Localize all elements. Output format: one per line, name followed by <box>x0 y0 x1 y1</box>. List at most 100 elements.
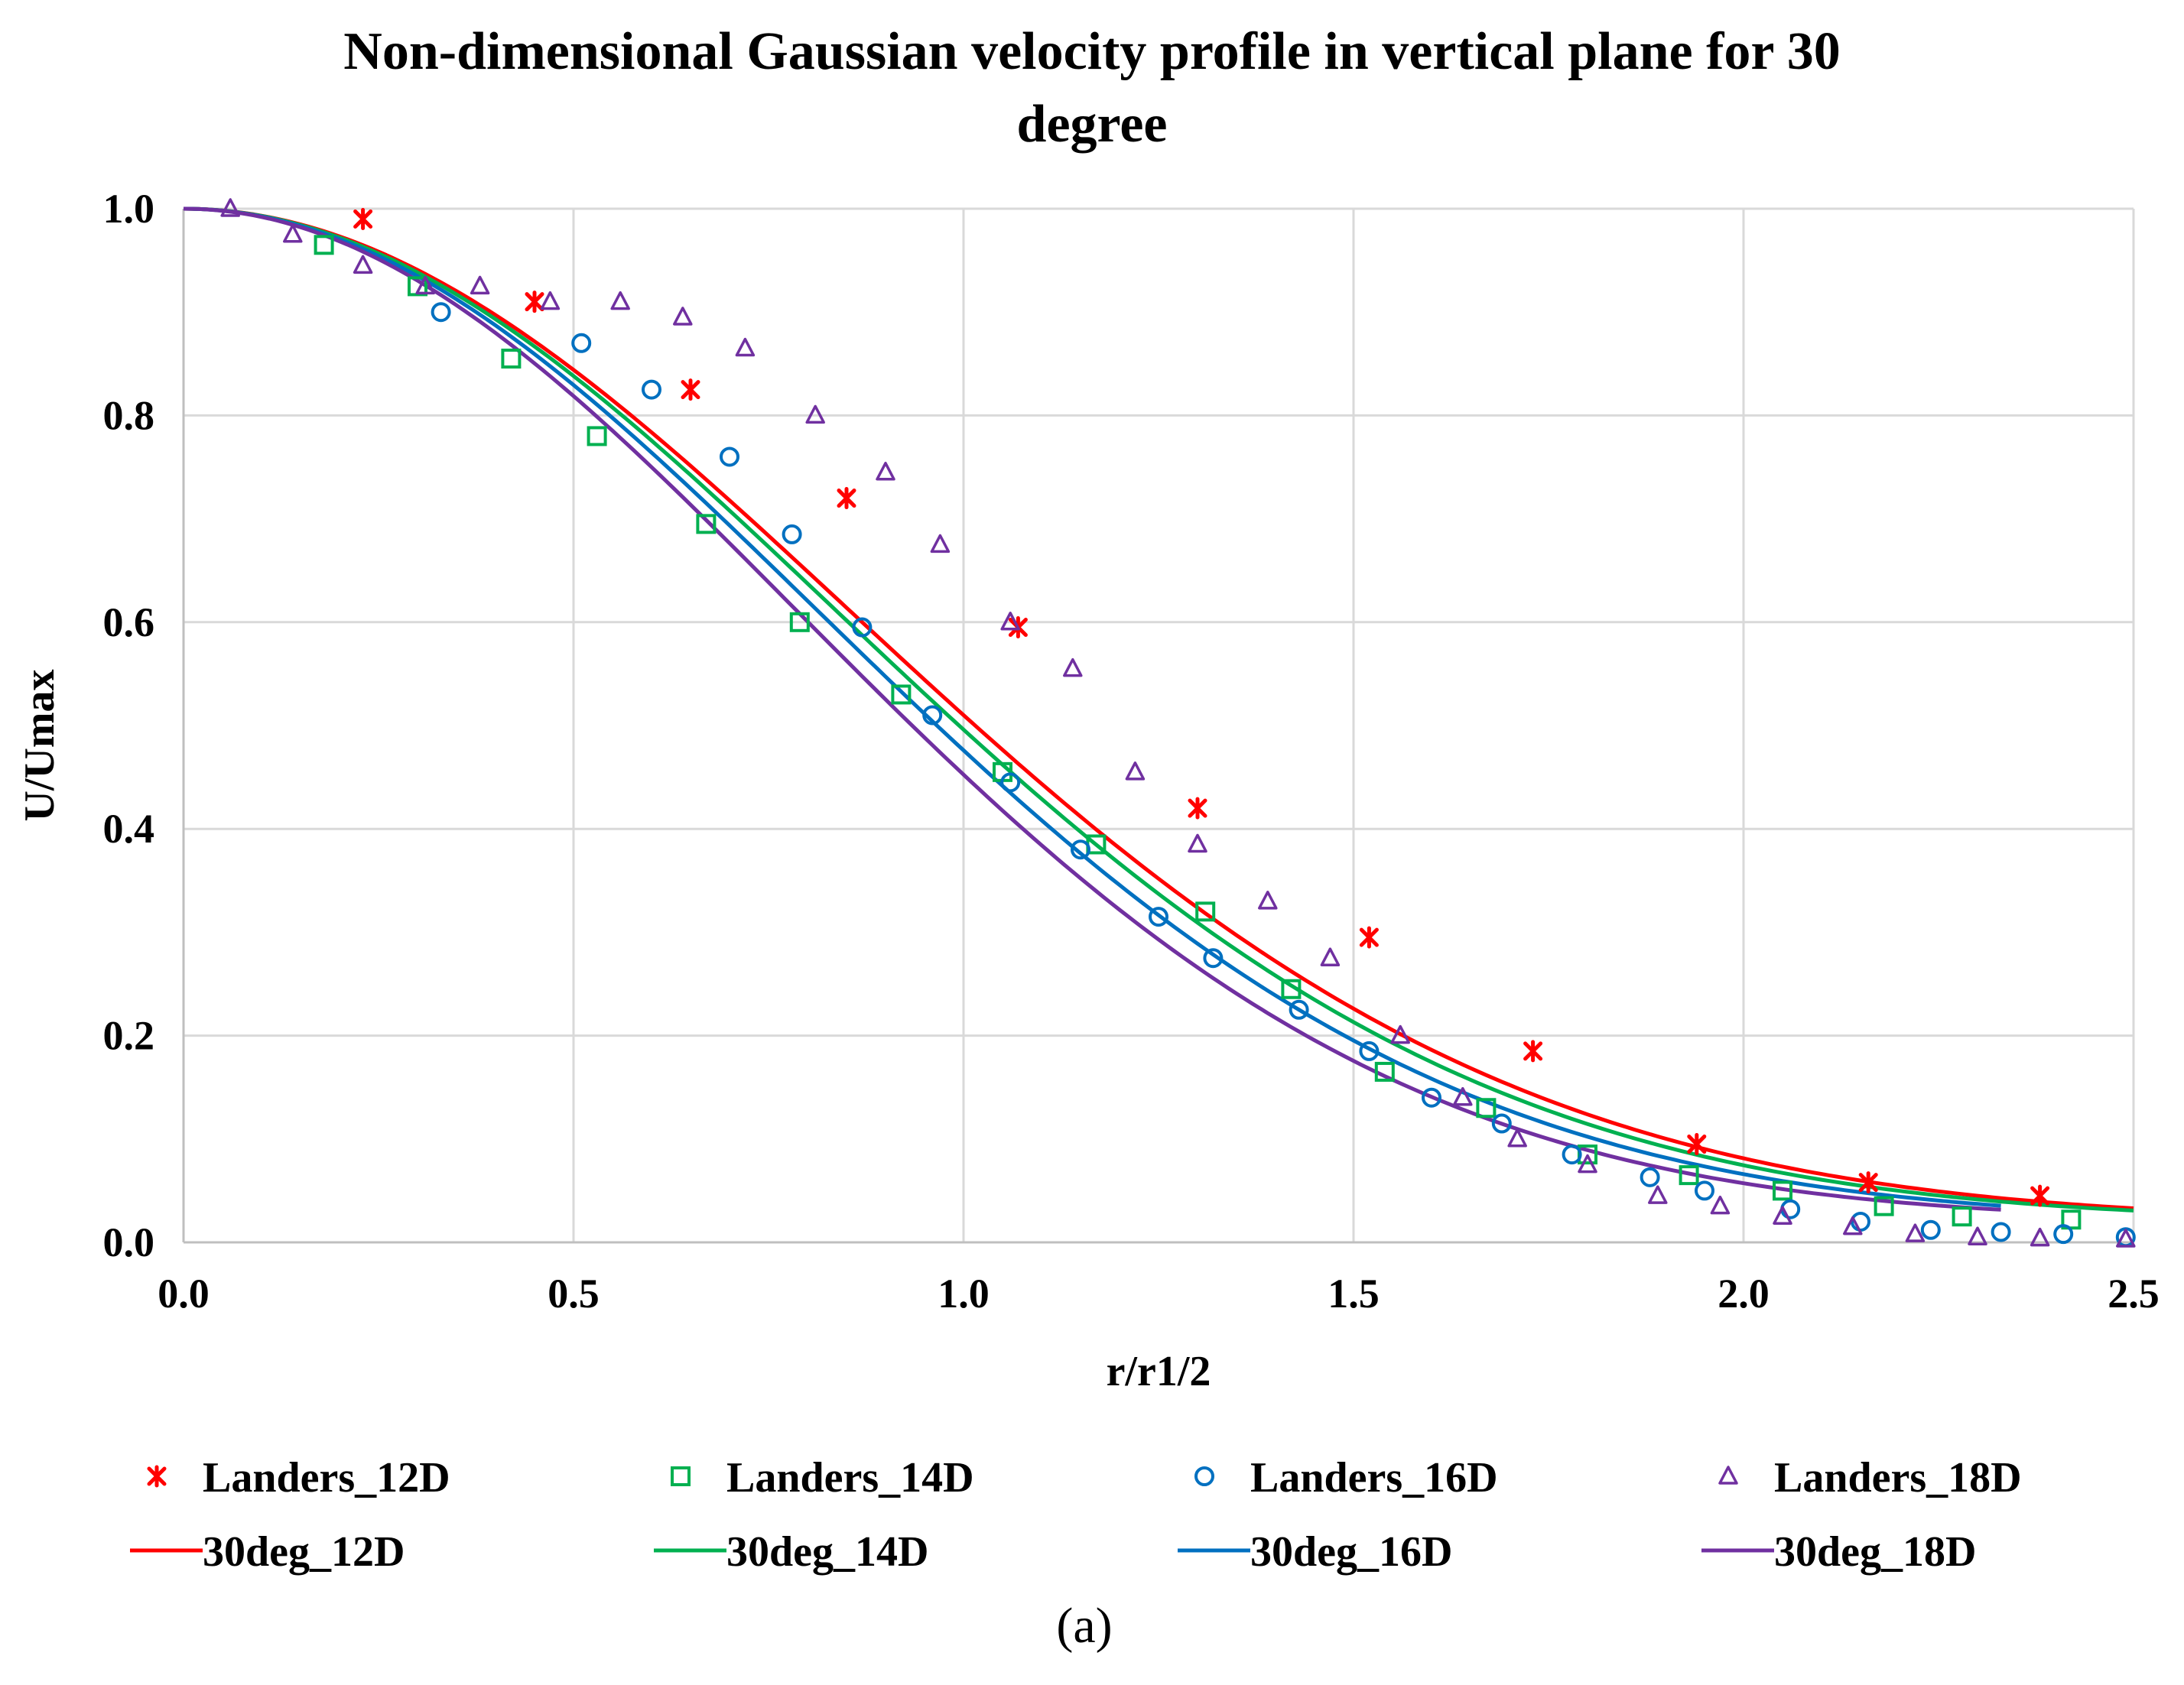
data-point-Landers_18D <box>1320 947 1341 966</box>
x-tick-label: 0.0 <box>158 1271 210 1317</box>
data-point-Landers_18D <box>1710 1195 1731 1215</box>
data-point-Landers_18D <box>1773 1206 1792 1225</box>
data-point-Landers_18D <box>540 291 561 310</box>
data-point-Landers_14D <box>789 612 810 632</box>
tick-labels: 0.0 0.5 1.0 1.5 2.0 2.5 0.0 0.2 0.4 0.6 0.8 1.0 <box>103 186 2160 1317</box>
data-point-Landers_16D <box>642 379 661 400</box>
data-point-Landers_16D <box>1203 948 1224 969</box>
data-point-Landers_18D <box>1905 1223 1926 1242</box>
legend-marker-Landers_14D <box>671 1466 691 1486</box>
data-point-Landers_18D <box>2116 1229 2136 1248</box>
data-point-Landers_18D <box>1125 761 1146 781</box>
data-point-Landers_16D <box>852 617 873 638</box>
x-tick-label: 2.0 <box>1718 1271 1770 1317</box>
legend-label-30deg_14D: 30deg_14D <box>726 1528 928 1576</box>
data-point-Landers_18D <box>1843 1216 1863 1235</box>
legend-label-Landers_12D: Landers_12D <box>203 1454 450 1502</box>
data-point-Landers_18D <box>1000 612 1020 631</box>
series-lines <box>183 206 2134 1213</box>
data-point-Landers_18D <box>610 291 630 310</box>
legend-label-30deg_18D: 30deg_18D <box>1774 1528 1976 1576</box>
chart-title-line-1: Non-dimensional Gaussian velocity profil… <box>343 22 1840 81</box>
data-point-Landers_18D <box>805 404 825 424</box>
data-point-Landers_16D <box>1491 1113 1512 1134</box>
legend-marker-Landers_12D <box>147 1465 167 1488</box>
legend-label-30deg_12D: 30deg_12D <box>203 1528 405 1576</box>
data-point-Landers_14D <box>1773 1180 1792 1201</box>
series-line-30deg_14D <box>183 206 2134 1213</box>
data-point-Landers_16D <box>720 446 739 467</box>
data-point-Landers_18D <box>220 198 240 217</box>
data-point-Landers_16D <box>922 705 943 726</box>
x-tick-label: 2.5 <box>2108 1271 2160 1317</box>
data-point-Landers_14D <box>1952 1206 1972 1227</box>
chart-title-line-2: degree <box>1017 95 1168 154</box>
legend-label-Landers_16D: Landers_16D <box>1250 1454 1498 1502</box>
legend-label-Landers_18D: Landers_18D <box>1774 1454 2022 1502</box>
x-tick-label: 1.0 <box>938 1271 990 1317</box>
data-point-Landers_18D <box>735 337 756 357</box>
data-point-Landers_18D <box>470 275 490 295</box>
series-line-30deg_12D <box>183 206 2134 1210</box>
figure-caption: (a) <box>1056 1598 1112 1654</box>
y-tick-label: 0.6 <box>103 599 155 645</box>
data-point-Landers_16D <box>1695 1180 1714 1201</box>
data-point-Landers_14D <box>891 684 912 705</box>
data-point-Landers_14D <box>1874 1196 1894 1216</box>
data-point-Landers_18D <box>1390 1024 1410 1044</box>
data-point-Landers_18D <box>283 224 303 243</box>
legend-marker-Landers_16D <box>1194 1466 1214 1486</box>
data-point-Landers_16D <box>1991 1222 2011 1242</box>
data-point-Landers_14D <box>1476 1098 1497 1118</box>
data-point-Landers_16D <box>1640 1167 1660 1187</box>
y-axis-label: U/Umax <box>16 669 63 821</box>
data-point-Landers_12D <box>681 378 700 401</box>
data-point-Landers_18D <box>1507 1128 1527 1148</box>
gridlines <box>184 207 2135 1242</box>
data-point-Landers_18D <box>1648 1185 1668 1204</box>
x-tick-label: 0.5 <box>548 1271 600 1317</box>
axes <box>182 209 2134 1244</box>
y-tick-label: 0.4 <box>103 806 155 852</box>
data-point-Landers_12D <box>2030 1184 2050 1207</box>
data-point-Landers_18D <box>1453 1086 1473 1106</box>
data-point-Landers_16D <box>1422 1087 1441 1108</box>
data-point-Landers_16D <box>1149 907 1168 927</box>
data-point-Landers_14D <box>1679 1165 1699 1186</box>
y-tick-label: 0.2 <box>103 1013 155 1059</box>
data-point-Landers_16D <box>1920 1219 1941 1240</box>
x-tick-label: 1.5 <box>1328 1271 1380 1317</box>
data-point-Landers_14D <box>1195 901 1216 922</box>
data-point-Landers_12D <box>1359 926 1379 949</box>
data-point-Landers_16D <box>782 524 802 544</box>
x-axis-label: r/r1/2 <box>1107 1348 1211 1395</box>
data-point-Landers_14D <box>408 276 427 297</box>
legend: Landers_12D Landers_14D Landers_16D Landers… <box>130 1454 2022 1576</box>
data-point-Landers_12D <box>353 208 373 231</box>
data-point-Landers_18D <box>415 275 435 295</box>
data-point-Landers_16D <box>1071 839 1090 860</box>
data-point-Landers_12D <box>1687 1133 1707 1156</box>
data-point-Landers_16D <box>1359 1041 1380 1061</box>
y-tick-label: 1.0 <box>103 186 155 232</box>
data-point-Landers_18D <box>1968 1226 1987 1245</box>
data-point-Landers_14D <box>501 349 522 369</box>
data-point-Landers_12D <box>1523 1040 1543 1063</box>
series-markers <box>220 198 2136 1248</box>
legend-label-30deg_16D: 30deg_16D <box>1250 1528 1452 1576</box>
data-point-Landers_18D <box>1578 1154 1597 1174</box>
data-point-Landers_14D <box>1374 1061 1395 1082</box>
legend-marker-Landers_18D <box>1718 1466 1738 1485</box>
legend-label-Landers_14D: Landers_14D <box>726 1454 974 1502</box>
y-tick-label: 0.0 <box>103 1219 155 1265</box>
data-point-Landers_12D <box>1858 1171 1878 1194</box>
data-point-Landers_14D <box>314 235 334 255</box>
series-line-30deg_16D <box>183 206 2001 1208</box>
data-point-Landers_12D <box>837 487 856 510</box>
data-point-Landers_14D <box>696 514 717 534</box>
data-point-Landers_16D <box>1000 772 1021 793</box>
data-point-Landers_16D <box>431 302 451 323</box>
data-point-Landers_18D <box>1258 891 1278 910</box>
data-point-Landers_16D <box>571 333 592 353</box>
